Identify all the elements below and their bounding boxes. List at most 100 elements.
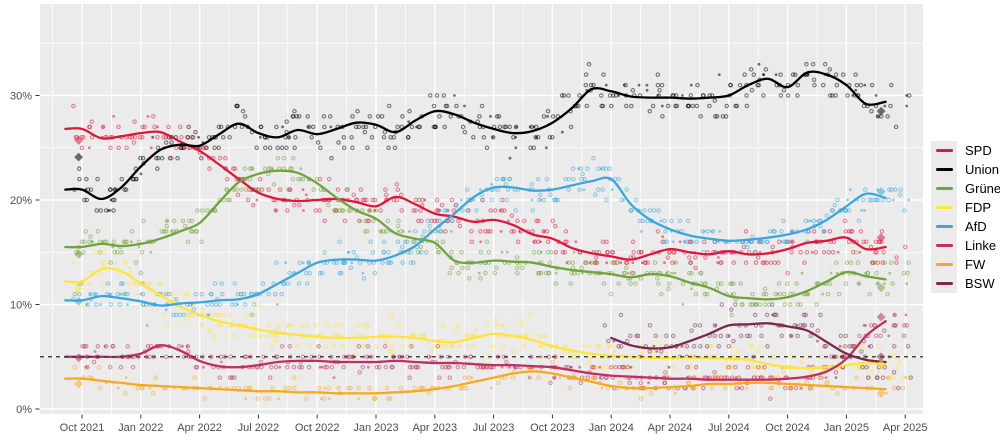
poll-dot [324, 364, 330, 370]
poll-dot [701, 385, 706, 391]
poll-dot [514, 125, 518, 129]
poll-dot [489, 115, 492, 118]
poll-dot [552, 375, 557, 380]
poll-dot [384, 229, 389, 234]
poll-dot [771, 229, 776, 234]
poll-dot [85, 303, 89, 306]
poll-dot [182, 223, 188, 229]
poll-dot [269, 364, 274, 370]
poll-dot [292, 145, 297, 151]
poll-dot [862, 187, 868, 192]
poll-dot [684, 344, 690, 349]
poll-dot [786, 385, 791, 391]
poll-dot [234, 103, 239, 109]
poll-dot [150, 391, 156, 396]
poll-dot [465, 265, 471, 271]
poll-dot [242, 291, 247, 297]
poll-dot [511, 229, 517, 234]
legend-swatch-icon [935, 148, 953, 153]
poll-dot [650, 103, 656, 109]
poll-dot [362, 218, 368, 224]
poll-dot [158, 281, 163, 286]
poll-dot [385, 218, 391, 224]
poll-dot [751, 72, 757, 77]
poll-dot [604, 250, 610, 255]
poll-dot [387, 396, 393, 401]
poll-dot [617, 94, 621, 97]
poll-dot [840, 72, 846, 77]
poll-dot [535, 176, 541, 182]
poll-dot [307, 344, 312, 349]
poll-dot [836, 291, 842, 297]
poll-dot [425, 218, 431, 224]
poll-dot [874, 197, 880, 203]
poll-dot [432, 218, 437, 224]
poll-dot [367, 114, 373, 119]
poll-dot [332, 208, 337, 213]
poll-dot [462, 129, 468, 135]
poll-dot [402, 239, 408, 245]
poll-dot [101, 125, 105, 129]
poll-dot [748, 67, 754, 72]
poll-dot [758, 239, 764, 245]
poll-dot [292, 385, 297, 391]
poll-dot [185, 344, 191, 349]
poll-dot [872, 260, 878, 265]
poll-dot [806, 219, 810, 223]
poll-dot [255, 198, 259, 202]
poll-dot [169, 140, 174, 145]
gridlines [40, 4, 923, 414]
poll-dot [392, 145, 398, 151]
x-tick-label: Jan 2022 [118, 422, 163, 434]
poll-dot [541, 114, 547, 119]
poll-dot [204, 145, 209, 151]
x-tick-label: Oct 2023 [530, 422, 575, 434]
poll-dot [251, 333, 257, 339]
poll-dot [886, 376, 889, 379]
poll-dot [902, 323, 907, 328]
poll-dot [273, 364, 279, 370]
poll-dot [861, 103, 867, 109]
poll-dot [82, 197, 87, 203]
poll-dot [622, 270, 628, 276]
poll-dot [192, 375, 197, 380]
poll-dot [178, 145, 183, 151]
poll-dot [745, 244, 750, 250]
poll-dot [763, 302, 768, 307]
poll-dot [794, 281, 799, 286]
poll-dot [630, 88, 636, 93]
poll-dot [389, 312, 395, 318]
poll-dot [755, 349, 761, 354]
poll-dot [550, 359, 555, 365]
poll-dot [694, 239, 699, 245]
poll-dot [320, 365, 324, 369]
poll-dot [518, 317, 523, 323]
poll-dot [846, 198, 849, 202]
poll-dot [297, 260, 302, 265]
poll-dot [467, 276, 472, 281]
poll-dot [634, 333, 639, 339]
poll-dot [453, 328, 458, 333]
poll-dot [905, 104, 909, 108]
poll-dot [544, 146, 548, 150]
poll-dot [367, 385, 372, 391]
poll-dot [883, 282, 886, 285]
poll-dot [176, 344, 182, 349]
poll-dot [888, 260, 894, 265]
poll-dot [185, 291, 191, 297]
poll-dot [570, 260, 576, 265]
poll-dot [867, 291, 872, 297]
poll-dot [893, 313, 896, 317]
poll-dot [738, 333, 744, 339]
poll-dot [859, 349, 864, 354]
poll-dot [884, 391, 888, 395]
poll-dot [122, 292, 126, 296]
poll-dot [227, 312, 233, 318]
poll-dot [193, 291, 198, 297]
poll-dot [284, 119, 289, 124]
poll-dot [801, 323, 806, 328]
poll-dot [770, 244, 775, 250]
poll-dot [362, 197, 367, 203]
poll-dot [216, 124, 222, 130]
poll-dot [97, 385, 103, 391]
